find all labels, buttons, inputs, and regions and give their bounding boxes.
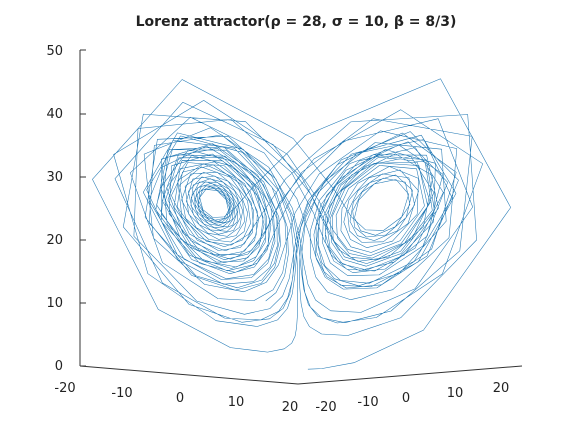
z-tick-label: 20 (46, 233, 63, 248)
z-tick-label: 30 (46, 170, 63, 185)
chart-title: Lorenz attractor(ρ = 28, σ = 10, β = 8/3… (136, 14, 457, 30)
x-tick-label: -20 (54, 381, 75, 396)
x-tick-label: -10 (111, 386, 132, 401)
x-tick-label: 0 (176, 391, 184, 406)
z-tick-label: 10 (46, 296, 63, 311)
x-axis-ticks: -20 -10 0 10 20 (54, 381, 298, 415)
z-tick-label: 50 (46, 44, 63, 59)
y-tick-label: 10 (447, 386, 464, 401)
x-axis-line (79, 365, 299, 385)
y-tick-label: 20 (493, 381, 510, 396)
z-axis-ticks: 0 10 20 30 40 50 (46, 44, 86, 374)
z-tick-label: 0 (55, 359, 63, 374)
x-tick-label: 10 (228, 395, 245, 410)
y-tick-label: -20 (315, 400, 336, 415)
y-tick-label: 0 (402, 391, 410, 406)
x-tick-label: 20 (282, 400, 299, 415)
y-axis-ticks: -20 -10 0 10 20 (315, 381, 509, 415)
y-axis-line (297, 365, 523, 385)
z-tick-label: 40 (46, 107, 63, 122)
y-tick-label: -10 (357, 395, 378, 410)
lorenz-trajectory-line (92, 78, 511, 370)
